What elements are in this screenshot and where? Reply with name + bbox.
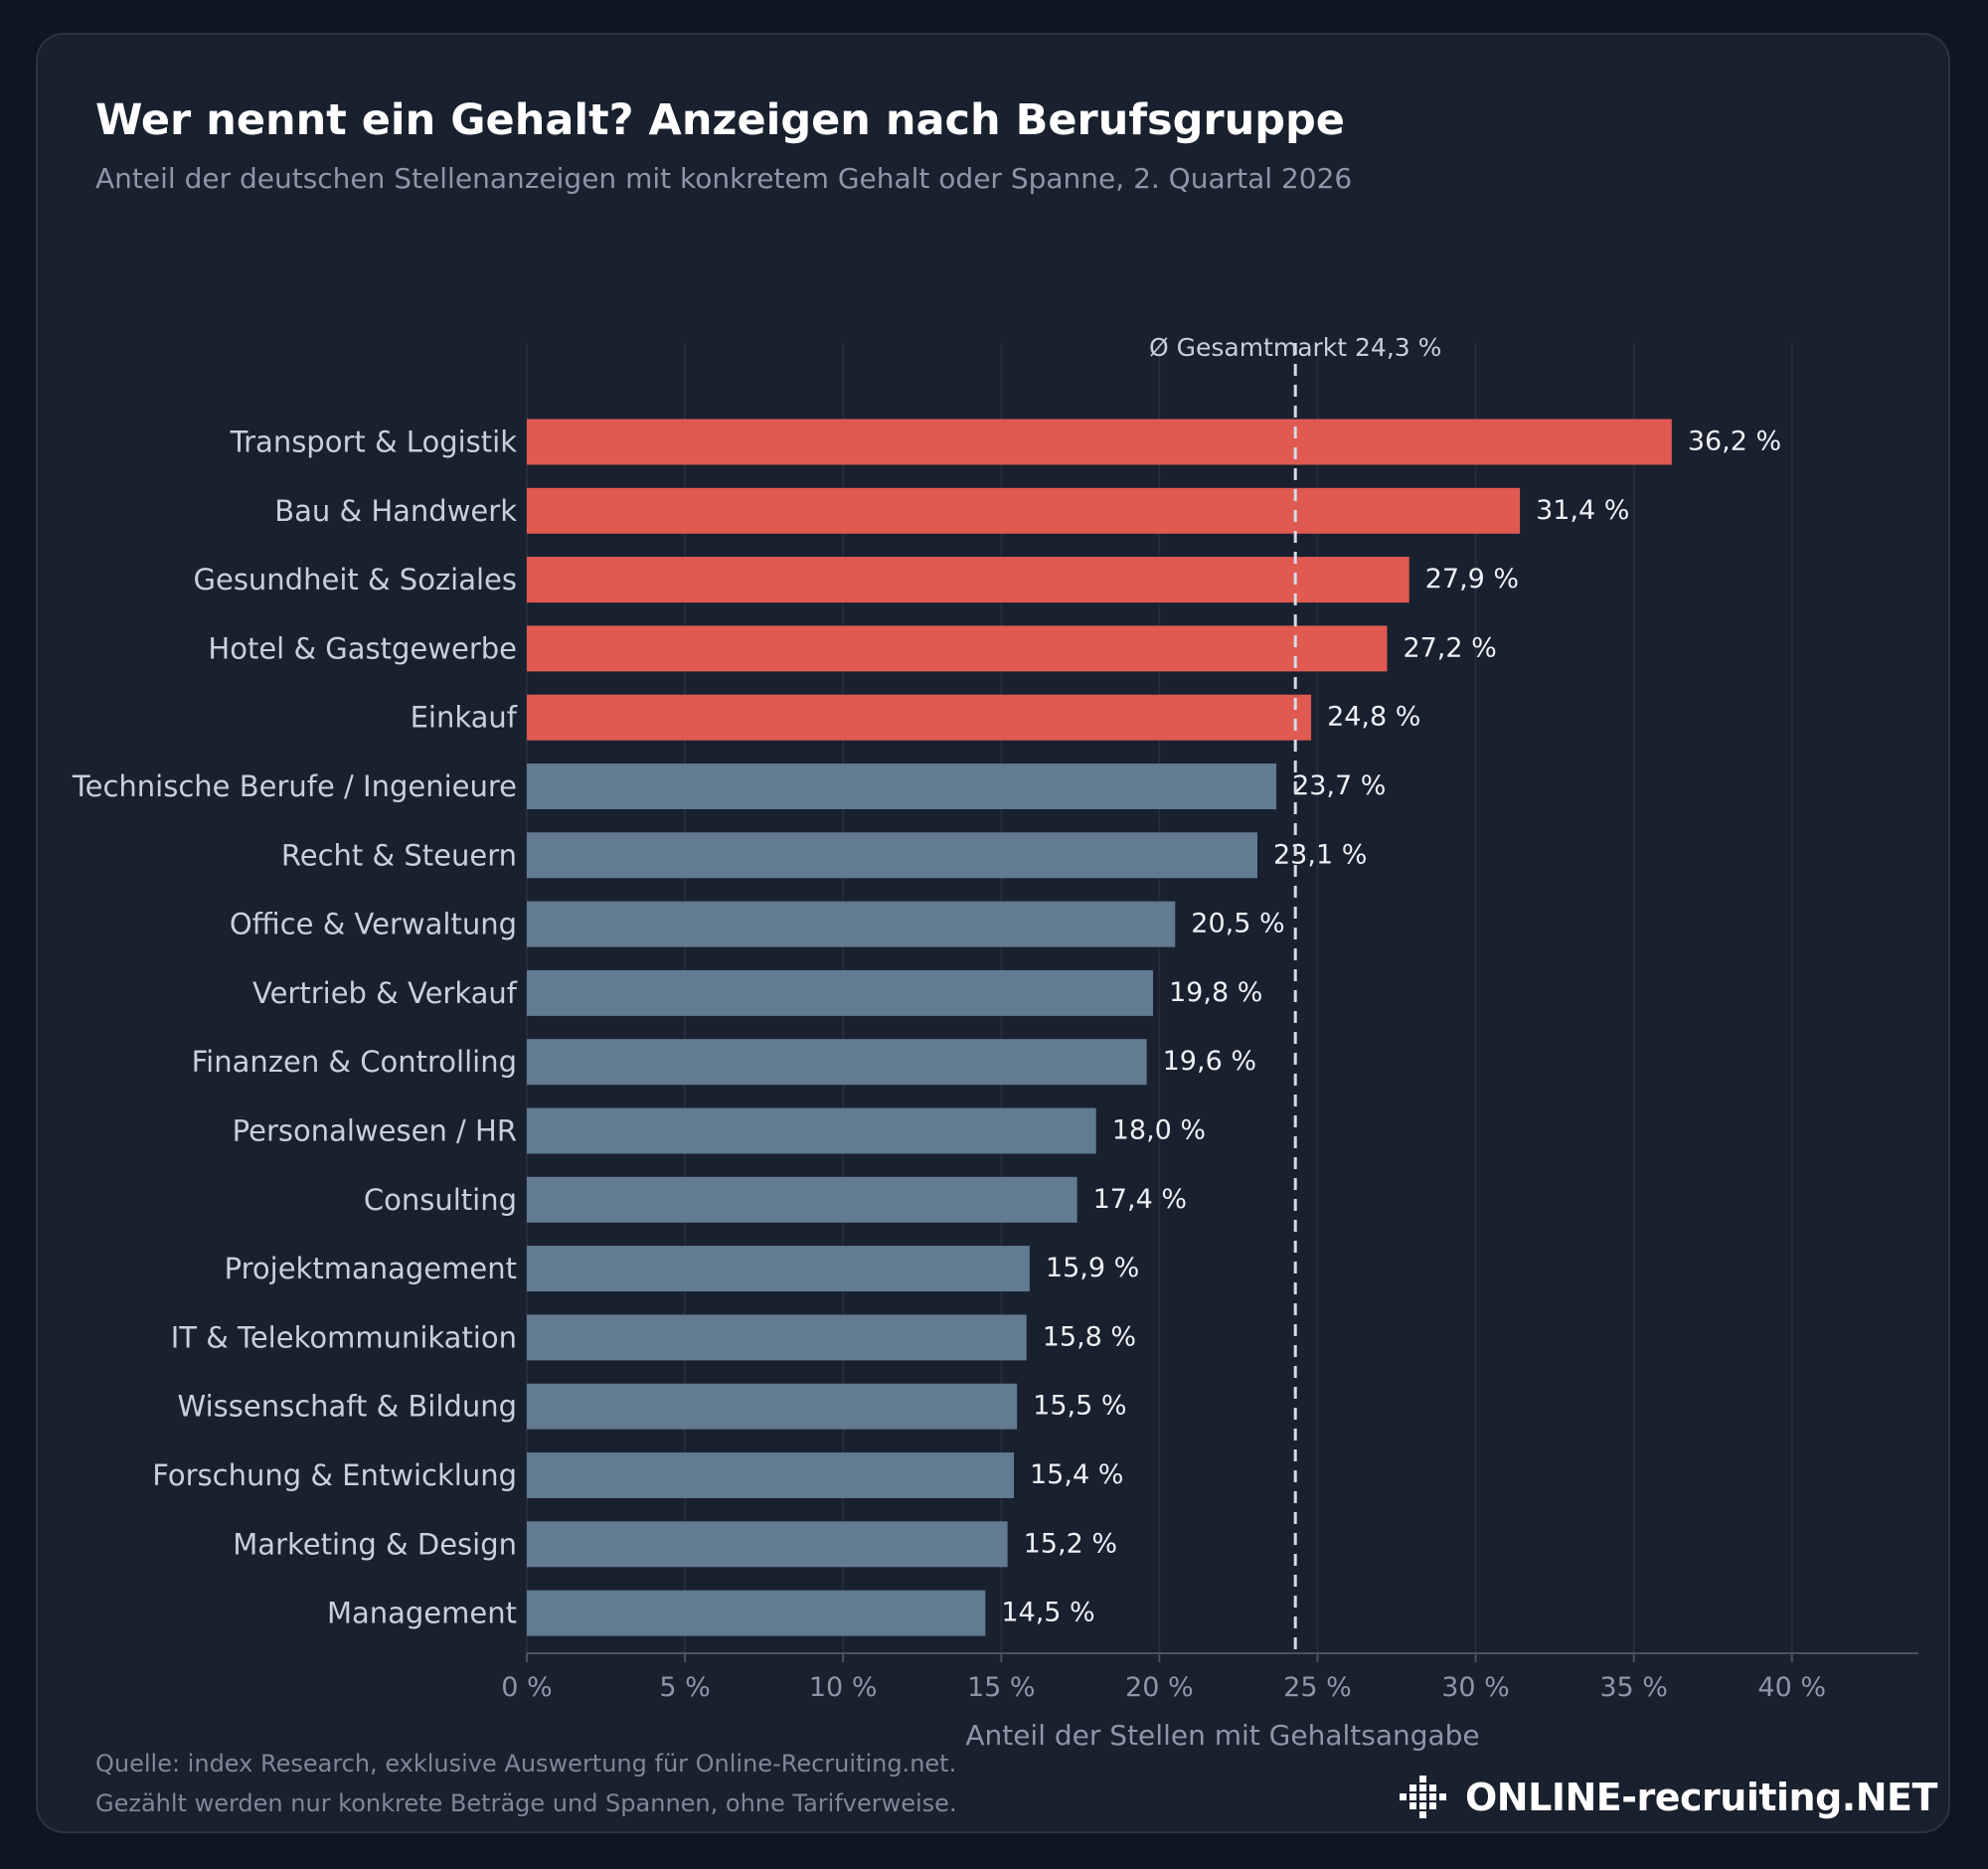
source-note: Quelle: index Research, exklusive Auswer… [95,1750,957,1778]
x-tick-label: 30 % [1441,1672,1510,1703]
bar [527,1246,1030,1292]
category-label: Office & Verwaltung [230,908,517,941]
logo-text: ONLINE-recruiting.NET [1465,1776,1937,1819]
x-tick-label: 40 % [1757,1672,1826,1703]
category-label: Wissenschaft & Bildung [178,1390,517,1424]
category-label: Finanzen & Controlling [192,1045,517,1079]
value-label: 15,4 % [1030,1459,1123,1490]
value-label: 15,9 % [1046,1253,1139,1283]
category-label: Bau & Handwerk [274,494,517,528]
dot-grid-icon [1400,1776,1446,1818]
method-note: Gezählt werden nur konkrete Beträge und … [95,1789,957,1817]
category-label: Consulting [364,1183,517,1217]
bar [527,832,1257,879]
value-label: 36,2 % [1688,426,1781,457]
x-tick-label: 5 % [659,1672,710,1703]
bar [527,764,1277,809]
value-label: 14,5 % [1001,1598,1094,1628]
bar [527,1107,1096,1154]
chart-title: Wer nennt ein Gehalt? Anzeigen nach Beru… [95,95,1345,145]
value-label: 19,8 % [1169,977,1262,1008]
category-label: Personalwesen / HR [233,1114,517,1148]
category-label: Transport & Logistik [230,425,518,459]
value-label: 18,0 % [1112,1115,1206,1146]
value-label: 27,2 % [1403,632,1496,663]
brand-logo: ONLINE-recruiting.NET [1400,1770,1937,1825]
bar [527,557,1409,603]
bar [527,1383,1018,1430]
bar [527,969,1153,1016]
category-label: Vertrieb & Verkauf [252,976,518,1010]
value-label: 17,4 % [1093,1184,1187,1215]
bar [527,1314,1027,1361]
x-tick-label: 10 % [809,1672,878,1703]
bar [527,1452,1014,1498]
bar [527,419,1672,465]
x-tick-label: 25 % [1283,1672,1352,1703]
category-label: Technische Berufe / Ingenieure [72,769,517,803]
category-label: Marketing & Design [233,1527,517,1561]
value-label: 24,8 % [1327,702,1420,733]
chart-subtitle: Anteil der deutschen Stellenanzeigen mit… [95,162,1353,195]
category-label: Recht & Steuern [281,838,517,872]
category-label: Forschung & Entwicklung [152,1458,517,1492]
bar [527,1039,1147,1086]
value-label: 15,2 % [1024,1528,1117,1559]
x-axis-title: Anteil der Stellen mit Gehaltsangabe [965,1719,1479,1752]
value-label: 31,4 % [1536,495,1629,526]
bar [527,694,1312,741]
category-label: Management [327,1597,517,1630]
value-label: 15,8 % [1043,1321,1136,1352]
value-label: 23,7 % [1292,770,1386,801]
x-tick-label: 35 % [1599,1672,1668,1703]
bar [527,901,1176,947]
x-tick-label: 20 % [1125,1672,1194,1703]
value-label: 19,6 % [1163,1046,1256,1077]
value-label: 27,9 % [1425,564,1519,595]
x-tick-label: 15 % [967,1672,1036,1703]
x-tick-label: 0 % [501,1672,552,1703]
bar [527,625,1388,672]
bar [527,1590,986,1636]
value-label: 23,1 % [1273,839,1367,870]
category-label: IT & Telekommunikation [171,1320,517,1354]
bar [527,1521,1008,1568]
bar [527,487,1521,534]
category-label: Gesundheit & Soziales [194,563,518,596]
bar [527,1176,1077,1223]
average-reference-label: Ø Gesamtmarkt 24,3 % [1149,333,1441,362]
category-label: Hotel & Gastgewerbe [208,631,517,665]
category-label: Projektmanagement [225,1252,517,1285]
category-label: Einkauf [411,701,518,735]
value-label: 15,5 % [1033,1391,1126,1422]
value-label: 20,5 % [1191,909,1284,939]
